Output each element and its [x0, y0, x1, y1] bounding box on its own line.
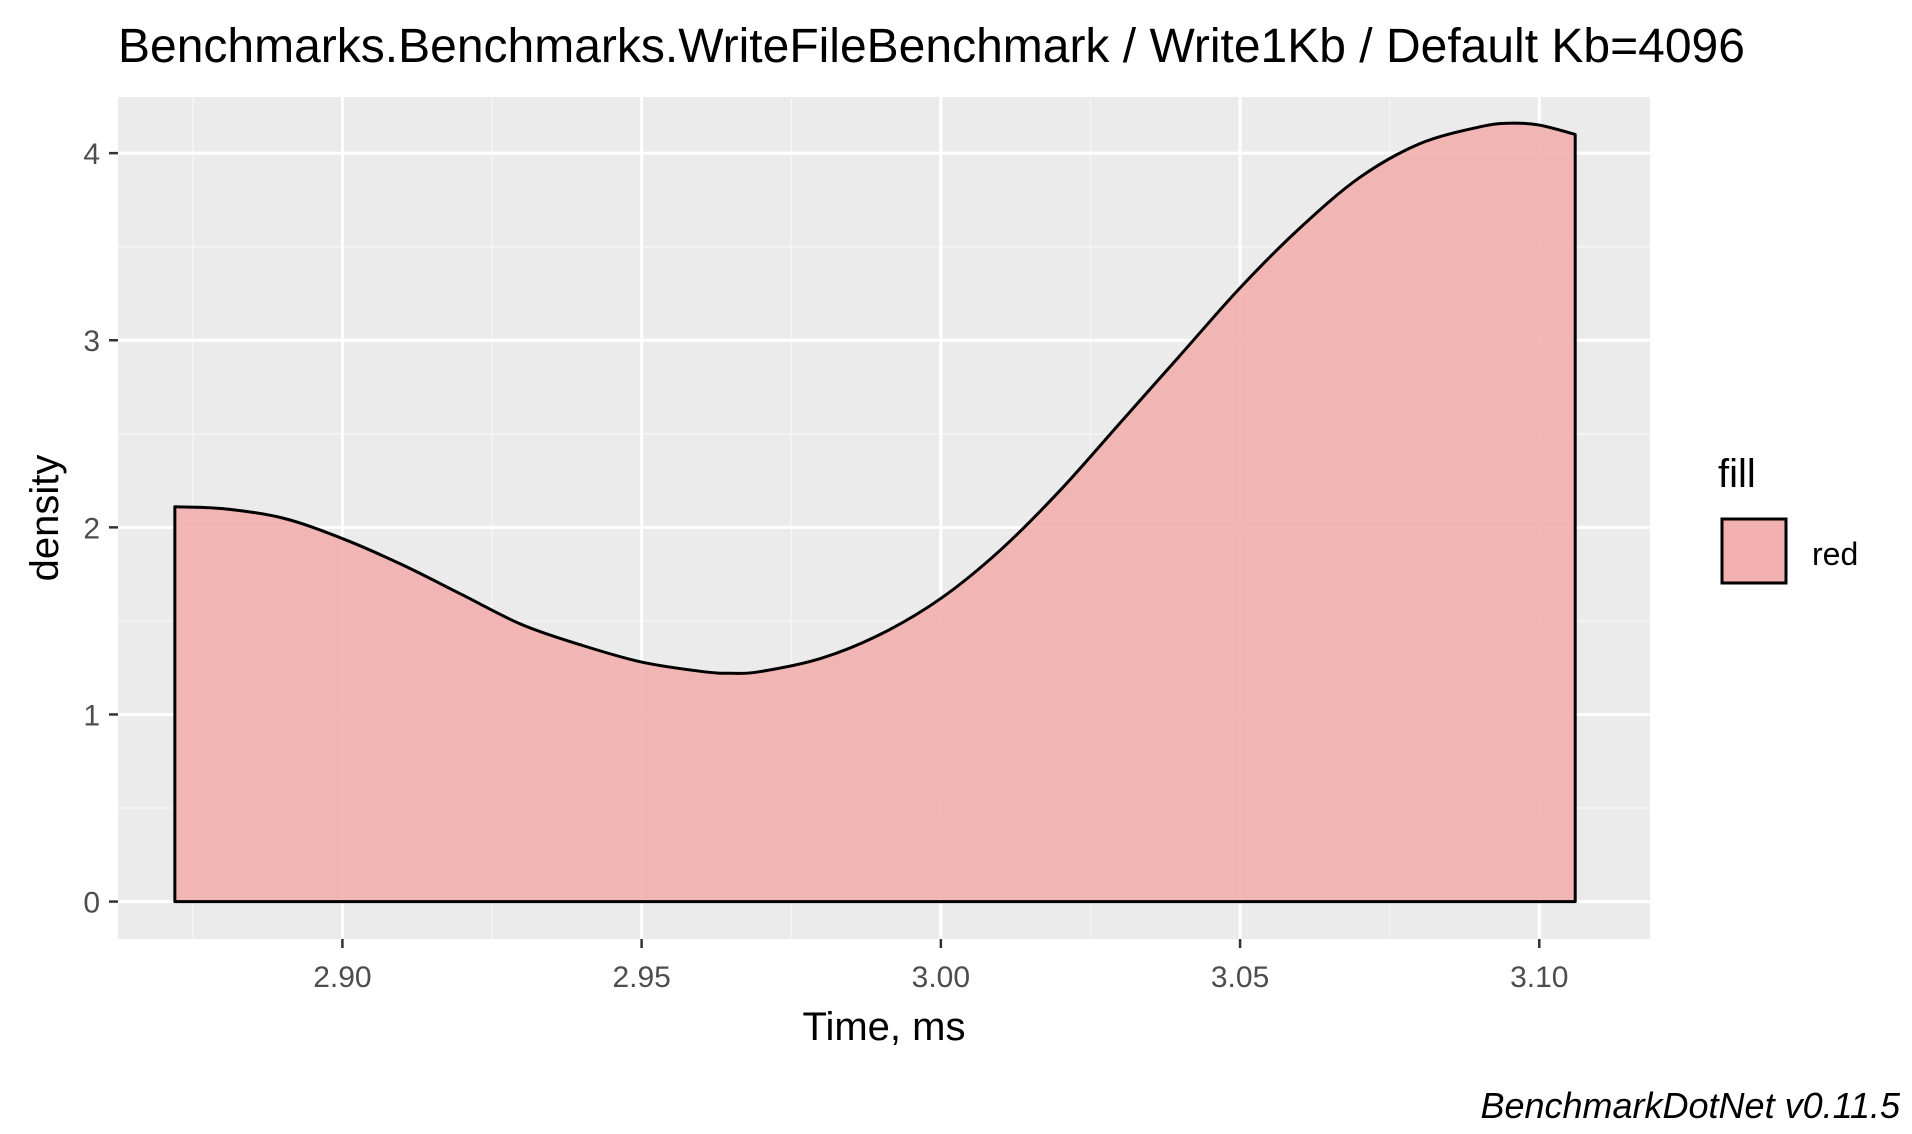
x-axis-ticks: 2.90 2.95 3.00 3.05 3.10 — [313, 939, 1568, 994]
x-tick-label: 3.10 — [1510, 961, 1568, 994]
x-tick-label: 3.00 — [912, 961, 970, 994]
x-tick-label: 2.90 — [313, 961, 371, 994]
density-area-layer — [173, 121, 1577, 904]
x-tick-label: 2.95 — [612, 961, 670, 994]
x-tick-label: 3.05 — [1211, 961, 1269, 994]
y-tick-label: 4 — [83, 138, 100, 171]
legend-label-red: red — [1812, 536, 1858, 572]
legend: fill red — [1718, 452, 1858, 585]
legend-title: fill — [1718, 452, 1756, 496]
x-axis-title: Time, ms — [803, 1005, 966, 1049]
y-tick-label: 1 — [83, 699, 100, 732]
caption: BenchmarkDotNet v0.11.5 — [1480, 1085, 1901, 1126]
y-tick-label: 0 — [83, 887, 100, 920]
y-tick-label: 3 — [83, 325, 100, 358]
y-axis-title: density — [23, 455, 67, 582]
density-area-red — [173, 121, 1577, 904]
legend-key-red — [1720, 517, 1788, 585]
y-tick-label: 2 — [83, 512, 100, 545]
y-axis-ticks: 0 1 2 3 4 — [83, 138, 118, 920]
chart-title: Benchmarks.Benchmarks.WriteFileBenchmark… — [118, 20, 1745, 73]
